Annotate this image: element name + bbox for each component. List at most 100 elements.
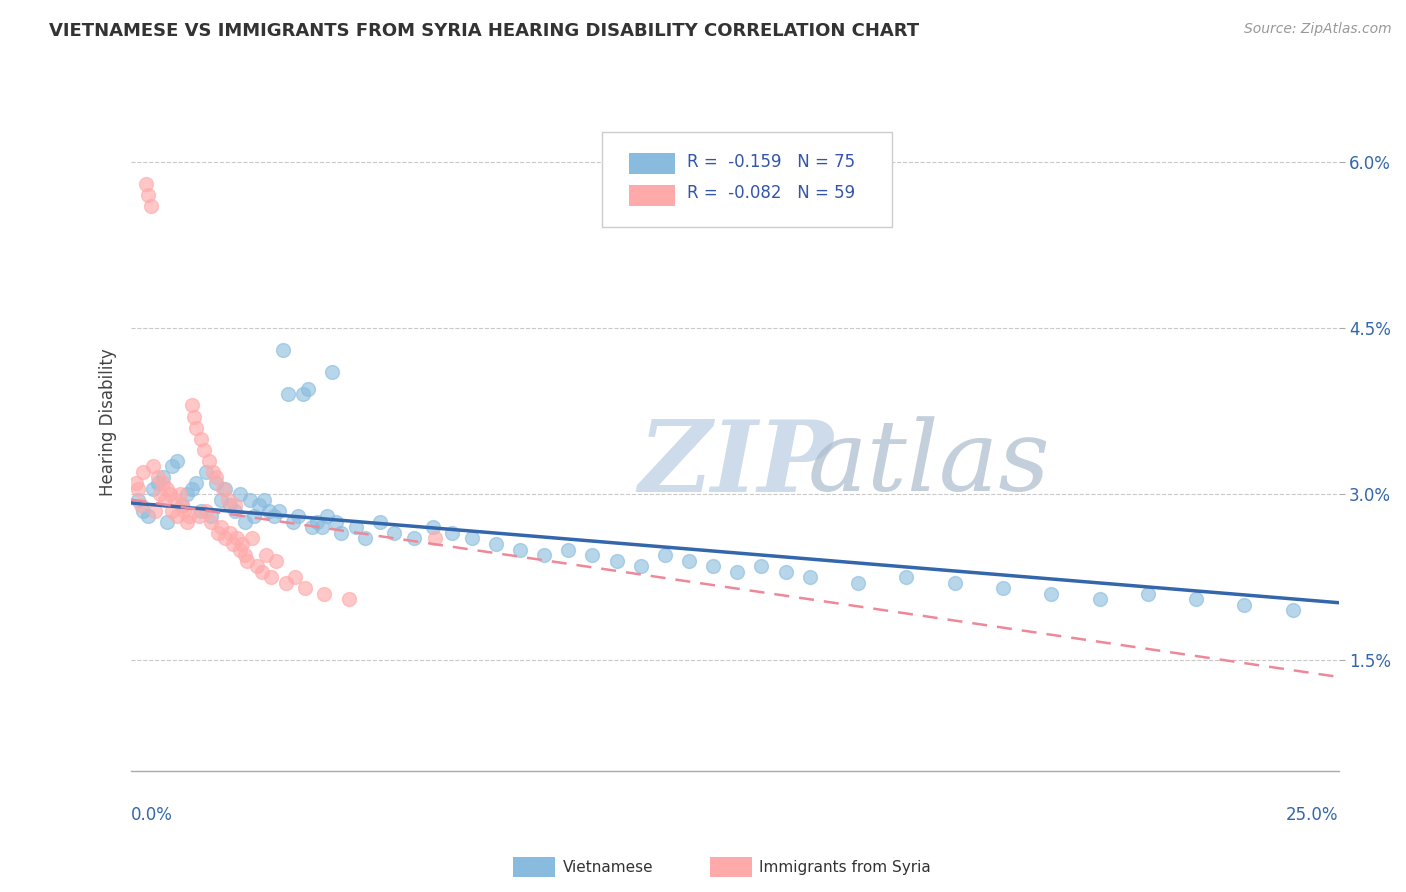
Point: [485, 537, 508, 551]
Point: [233, 515, 256, 529]
FancyBboxPatch shape: [602, 132, 891, 227]
Point: [425, 532, 447, 546]
Point: [533, 548, 555, 562]
Point: [195, 465, 218, 479]
Point: [314, 587, 336, 601]
Point: [129, 498, 152, 512]
Point: [166, 454, 188, 468]
Point: [630, 559, 652, 574]
Point: [152, 470, 174, 484]
Point: [1088, 592, 1111, 607]
Point: [221, 537, 243, 551]
Y-axis label: Hearing Disability: Hearing Disability: [100, 348, 117, 496]
Point: [229, 487, 252, 501]
Point: [186, 475, 208, 490]
Point: [253, 492, 276, 507]
Point: [166, 509, 188, 524]
Point: [162, 459, 184, 474]
Point: [132, 465, 155, 479]
Point: [142, 459, 165, 474]
Point: [224, 498, 246, 512]
Point: [190, 432, 212, 446]
Point: [207, 525, 229, 540]
Point: [195, 504, 218, 518]
Point: [176, 515, 198, 529]
Point: [725, 565, 748, 579]
Point: [149, 487, 172, 501]
Point: [190, 504, 212, 518]
Point: [125, 475, 148, 490]
Point: [1281, 603, 1303, 617]
Bar: [628, 153, 675, 174]
Point: [146, 470, 169, 484]
Point: [173, 504, 195, 518]
Point: [142, 482, 165, 496]
Point: [402, 532, 425, 546]
Point: [702, 559, 724, 574]
Point: [170, 498, 193, 512]
Point: [344, 520, 367, 534]
Point: [247, 498, 270, 512]
Text: Immigrants from Syria: Immigrants from Syria: [759, 860, 931, 874]
Point: [229, 542, 252, 557]
Point: [236, 553, 259, 567]
Point: [581, 548, 603, 562]
Point: [260, 570, 283, 584]
Point: [277, 387, 299, 401]
Point: [257, 504, 280, 518]
Point: [217, 492, 239, 507]
Bar: [628, 185, 675, 206]
Point: [169, 487, 191, 501]
Point: [214, 482, 236, 496]
Point: [145, 504, 167, 518]
Point: [152, 475, 174, 490]
Point: [180, 482, 202, 496]
Text: Source: ZipAtlas.com: Source: ZipAtlas.com: [1244, 22, 1392, 37]
Point: [163, 492, 186, 507]
Point: [1136, 587, 1159, 601]
Point: [209, 492, 232, 507]
Point: [1185, 592, 1208, 607]
Point: [315, 509, 337, 524]
Point: [461, 532, 484, 546]
Point: [301, 520, 323, 534]
Point: [153, 492, 176, 507]
Text: atlas: atlas: [807, 417, 1050, 512]
Point: [294, 582, 316, 596]
Point: [240, 532, 263, 546]
Point: [1040, 587, 1063, 601]
Point: [200, 515, 222, 529]
Point: [441, 525, 464, 540]
Point: [183, 409, 205, 424]
Point: [775, 565, 797, 579]
Point: [159, 487, 181, 501]
Point: [263, 509, 285, 524]
Point: [991, 582, 1014, 596]
Point: [128, 482, 150, 496]
Point: [139, 199, 162, 213]
Point: [354, 532, 377, 546]
Point: [606, 553, 628, 567]
Point: [321, 365, 343, 379]
Point: [136, 509, 159, 524]
Text: VIETNAMESE VS IMMIGRANTS FROM SYRIA HEARING DISABILITY CORRELATION CHART: VIETNAMESE VS IMMIGRANTS FROM SYRIA HEAR…: [49, 22, 920, 40]
Point: [846, 575, 869, 590]
Point: [204, 470, 226, 484]
Point: [212, 482, 235, 496]
Point: [264, 553, 287, 567]
Point: [943, 575, 966, 590]
Point: [146, 475, 169, 490]
Point: [246, 559, 269, 574]
Point: [202, 465, 225, 479]
Point: [180, 399, 202, 413]
Point: [214, 532, 236, 546]
Point: [287, 509, 309, 524]
Point: [256, 548, 278, 562]
Point: [325, 515, 347, 529]
Point: [170, 498, 193, 512]
Point: [224, 504, 246, 518]
Point: [291, 387, 314, 401]
Point: [368, 515, 391, 529]
Point: [297, 382, 319, 396]
Point: [226, 532, 249, 546]
